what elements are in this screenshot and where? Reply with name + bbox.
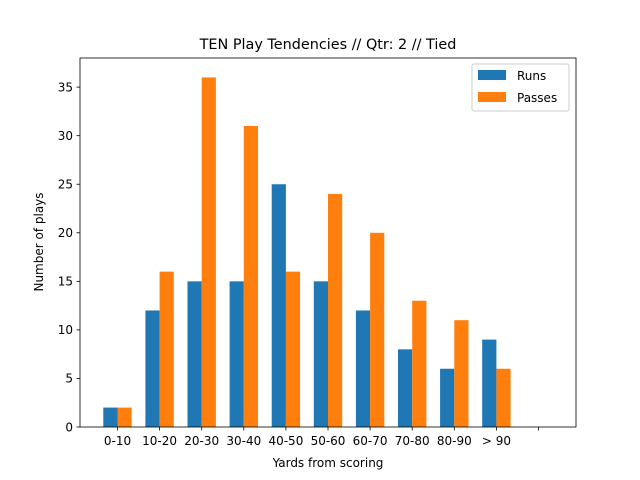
x-tick-label-1: 10-20 (142, 434, 177, 448)
x-tick-label-2: 20-30 (184, 434, 219, 448)
bar-runs-2 (187, 281, 202, 427)
x-tick-label-6: 60-70 (353, 434, 388, 448)
bar-runs-6 (355, 310, 371, 427)
x-tick-label-0: 0-10 (104, 434, 131, 448)
legend-label-passes: Passes (517, 91, 557, 105)
bar-passes-1 (159, 271, 174, 427)
legend: Runs Passes (471, 63, 570, 112)
y-tick-label-5: 5 (65, 372, 73, 386)
legend-swatch-runs (478, 70, 506, 80)
x-axis-label: Yards from scoring (272, 456, 384, 470)
x-tick-label-3: 30-40 (226, 434, 261, 448)
x-tick-label-8: 80-90 (437, 434, 472, 448)
y-axis: 0 5 10 15 20 25 30 35 (58, 80, 80, 434)
bar-runs-7 (398, 349, 413, 427)
chart-title: TEN Play Tendencies // Qtr: 2 // Tied (199, 37, 457, 53)
y-tick-label-0: 0 (65, 420, 73, 434)
y-tick-label-20: 20 (58, 226, 73, 240)
x-tick-label-7: 70-80 (395, 434, 430, 448)
y-tick-label-30: 30 (58, 129, 73, 143)
bar-passes-4 (285, 271, 301, 427)
bar-runs-3 (229, 281, 244, 427)
bars-group (103, 77, 511, 428)
bar-runs-0 (103, 407, 118, 427)
y-tick-label-25: 25 (58, 178, 73, 192)
bar-passes-3 (243, 125, 258, 427)
bar-runs-5 (313, 281, 328, 427)
bar-passes-5 (328, 193, 343, 427)
bar-runs-8 (440, 368, 455, 427)
y-tick-label-15: 15 (58, 275, 73, 289)
bar-passes-6 (370, 232, 385, 427)
y-axis-label: Number of plays (32, 192, 46, 291)
bar-passes-9 (496, 368, 511, 427)
bar-runs-9 (482, 339, 497, 427)
bar-passes-7 (412, 300, 427, 427)
plot-frame (79, 57, 577, 428)
legend-label-runs: Runs (517, 69, 546, 83)
x-tick-label-4: 40-50 (268, 434, 303, 448)
bar-runs-1 (145, 310, 160, 427)
bar-passes-0 (117, 407, 132, 427)
y-tick-label-35: 35 (58, 80, 73, 94)
x-tick-label-9: > 90 (482, 434, 511, 448)
x-tick-label-5: 50-60 (311, 434, 346, 448)
legend-swatch-passes (478, 92, 506, 102)
bar-passes-2 (201, 77, 216, 428)
x-axis: 0-10 10-20 20-30 30-40 40-50 50-60 60-70 70-80 8… (104, 427, 539, 448)
bar-runs-4 (271, 184, 286, 427)
bar-passes-8 (454, 320, 469, 427)
y-tick-label-10: 10 (58, 323, 73, 337)
